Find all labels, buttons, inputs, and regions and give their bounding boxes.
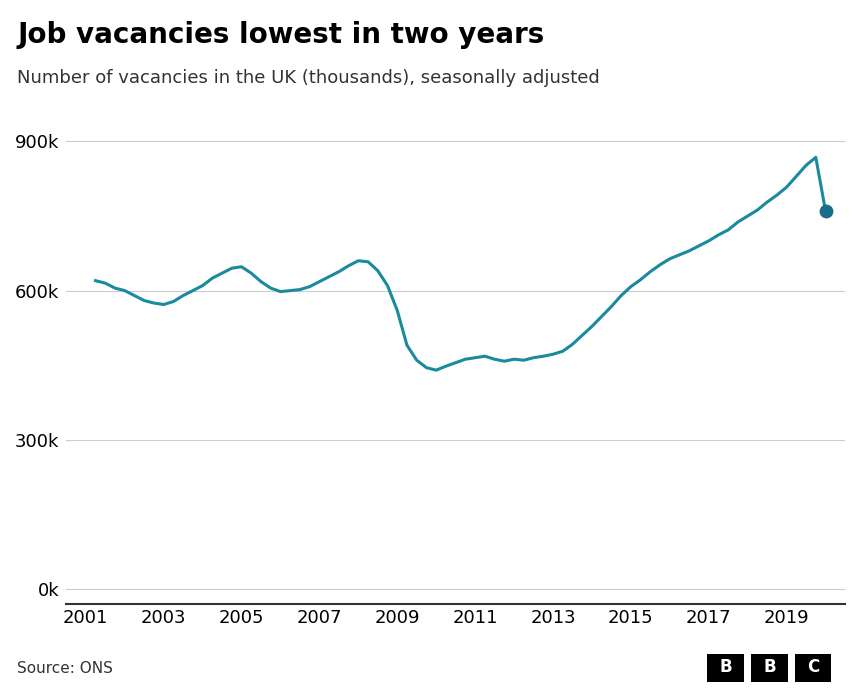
Text: B: B xyxy=(763,658,776,676)
Text: Job vacancies lowest in two years: Job vacancies lowest in two years xyxy=(17,21,544,49)
Text: Source: ONS: Source: ONS xyxy=(17,661,113,676)
Text: Number of vacancies in the UK (thousands), seasonally adjusted: Number of vacancies in the UK (thousands… xyxy=(17,69,600,87)
Text: B: B xyxy=(720,658,732,676)
Text: C: C xyxy=(807,658,819,676)
FancyBboxPatch shape xyxy=(795,653,832,682)
Point xyxy=(819,206,832,217)
FancyBboxPatch shape xyxy=(708,653,744,682)
FancyBboxPatch shape xyxy=(751,653,788,682)
